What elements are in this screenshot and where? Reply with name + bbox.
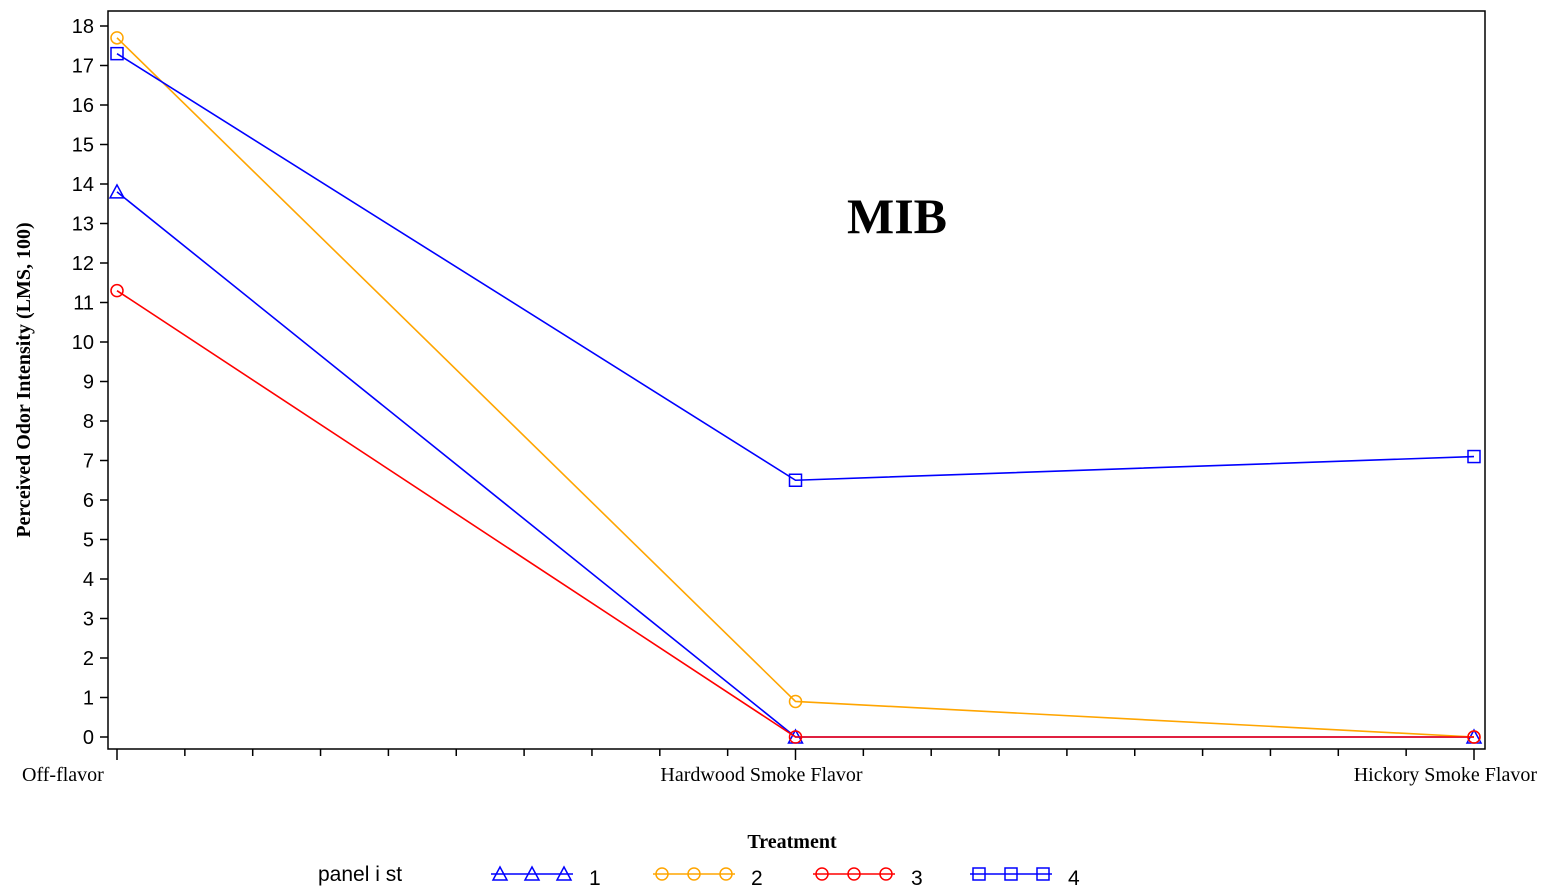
legend-marker: [555, 865, 573, 881]
data-point: [788, 694, 803, 709]
legend-entry-1: 1: [491, 865, 601, 890]
y-tick-label: 8: [83, 411, 94, 433]
y-tick-label: 12: [72, 253, 94, 275]
y-tick-label: 2: [83, 648, 94, 670]
legend-entry-4: 4: [970, 867, 1080, 890]
y-tick-label: 18: [72, 16, 94, 38]
series-layer: [108, 31, 1483, 744]
y-tick-label: 13: [72, 214, 94, 236]
y-tick-label: 17: [72, 56, 94, 78]
x-axis: Off-flavor Hardwood Smoke Flavor Hickory S…: [22, 749, 1537, 786]
series-4: [110, 46, 1481, 487]
legend-marker: [719, 867, 733, 881]
y-tick-label: 6: [83, 490, 94, 512]
data-point: [788, 473, 803, 487]
legend: panel i st 1 2 3 4: [318, 863, 1080, 890]
x-axis-title: Treatment: [747, 831, 837, 853]
y-axis-title: Perceived Odor Intensity (LMS, 100): [13, 222, 35, 537]
legend-title: panel i st: [318, 863, 402, 886]
legend-marker: [491, 865, 509, 881]
y-tick-label: 7: [83, 451, 94, 473]
series-3: [110, 283, 1481, 744]
y-tick-label: 1: [83, 688, 94, 710]
legend-marker: [815, 867, 829, 881]
legend-label: 4: [1068, 867, 1080, 890]
data-point: [108, 183, 126, 199]
y-tick-label: 15: [72, 135, 94, 157]
x-tick-label: Hardwood Smoke Flavor: [660, 764, 863, 786]
legend-marker: [1036, 867, 1050, 881]
data-point: [110, 31, 124, 45]
data-point: [110, 46, 124, 61]
legend-entry-3: 3: [813, 867, 923, 890]
x-tick-label: Off-flavor: [22, 764, 104, 786]
y-tick-label: 0: [83, 727, 94, 749]
legend-marker: [972, 867, 986, 881]
legend-label: 3: [911, 867, 923, 890]
y-tick-label: 14: [72, 174, 94, 196]
data-point: [1467, 730, 1481, 744]
y-tick-label: 3: [83, 609, 94, 631]
legend-marker: [523, 865, 541, 881]
data-point: [1467, 449, 1481, 464]
series-line: [116, 52, 1475, 482]
legend-marker: [1004, 867, 1018, 881]
y-tick-label: 9: [83, 372, 94, 394]
plot-frame: [107, 10, 1486, 750]
y-tick-label: 16: [72, 95, 94, 117]
y-tick-label: 10: [72, 332, 94, 354]
y-tick-label: 11: [73, 293, 94, 315]
y-tick-label: 5: [83, 530, 94, 552]
data-point: [110, 283, 124, 298]
legend-marker: [879, 867, 893, 881]
legend-marker: [847, 867, 861, 881]
y-tick-label: 4: [83, 569, 94, 591]
legend-label: 1: [589, 867, 601, 890]
data-point: [788, 730, 803, 744]
chart-annotation: MIB: [847, 188, 947, 244]
series-2: [110, 31, 1481, 744]
legend-marker: [687, 867, 701, 881]
legend-label: 2: [751, 867, 763, 890]
legend-entry-2: 2: [653, 867, 763, 890]
x-tick-label: Hickory Smoke Flavor: [1354, 764, 1538, 786]
series-line: [116, 37, 1475, 738]
legend-marker: [655, 867, 669, 881]
series-line: [116, 289, 1474, 738]
